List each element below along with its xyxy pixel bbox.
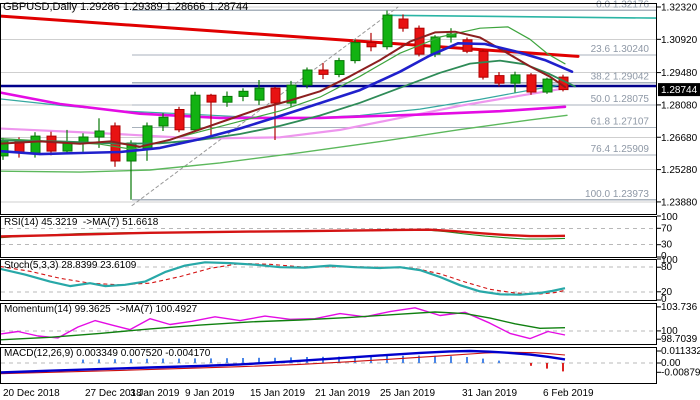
momentum-axis-label: 98.7039 [661, 334, 698, 345]
stoch-axis-label: 100 [661, 255, 678, 266]
candle-body [462, 39, 473, 52]
x-axis-label: 6 Feb 2019 [543, 388, 594, 399]
stoch-k-line [0, 261, 566, 296]
x-axis-label: 25 Jan 2019 [380, 388, 435, 399]
fib-level-label: 61.8 1.27107 [591, 116, 650, 127]
candle-body [398, 18, 409, 29]
overlay-trendline-red [1, 14, 580, 58]
candle-body [222, 95, 233, 103]
candle-body [350, 42, 361, 62]
x-axis-label: 20 Dec 2018 [3, 388, 60, 399]
candle-body [254, 87, 265, 101]
candle-body [366, 42, 377, 48]
macd-axis-label: 0.011332 [661, 346, 700, 357]
stoch-panel-border[interactable] [0, 259, 657, 301]
price-axis-label: 1.25280 [661, 165, 698, 176]
rsi-axis-label: 70 [661, 223, 673, 234]
x-axis-label: 3 Jan 2019 [130, 388, 180, 399]
price-axis-label: 1.29480 [661, 68, 698, 79]
x-axis-label: 31 Jan 2019 [462, 388, 517, 399]
candle-body [174, 109, 185, 131]
overlay-ma-seagreen [1, 59, 576, 145]
candle-body [30, 135, 41, 154]
rsi-panel-border[interactable] [0, 216, 657, 258]
candle-body [510, 74, 521, 84]
rsi-axis-label: 0 [661, 251, 667, 262]
x-axis-label: 27 Dec 2018 [85, 388, 142, 399]
candle-body [270, 87, 281, 104]
stoch-d-line [0, 262, 566, 295]
macd-panel-border[interactable] [0, 347, 657, 384]
macd-axis-label: -0.00879 [661, 367, 700, 378]
candle-body [94, 130, 105, 138]
x-axis-label: 21 Jan 2019 [315, 388, 370, 399]
momentum-line [0, 307, 566, 340]
candle-body [478, 50, 489, 78]
overlay-ma-ltgreen-slow [1, 114, 568, 173]
current-price-label: 1.28744 [661, 85, 698, 96]
price-axis-label: 1.30920 [661, 35, 698, 46]
candle-body [286, 84, 297, 104]
rsi-axis-label: 30 [661, 240, 673, 251]
candle-body [46, 135, 57, 152]
candle-body [238, 90, 249, 97]
macd-signal-line [0, 351, 566, 375]
fib-level-label: 23.6 1.30240 [591, 44, 650, 55]
x-axis-label: 9 Jan 2019 [185, 388, 235, 399]
main-price-panel[interactable] [0, 6, 656, 207]
candle-body [526, 74, 537, 93]
candle-body [494, 75, 505, 84]
rsi-axis-label: 100 [661, 212, 678, 223]
stoch-axis-label: 20 [661, 287, 673, 298]
rsi-ma-line [0, 228, 566, 238]
x-axis-label: 15 Jan 2019 [250, 388, 305, 399]
candle-body [62, 142, 73, 152]
momentum-ma-line [0, 311, 566, 341]
candle-body [190, 94, 201, 131]
overlay-resistance-teal [387, 14, 656, 19]
stoch-axis-label: 0 [661, 294, 667, 305]
candle-body [158, 116, 169, 127]
stoch-axis-label: 80 [661, 262, 673, 273]
fib-level-label: 38.2 1.29042 [591, 72, 650, 83]
candle-body [318, 69, 329, 75]
momentum-axis-label: 103.736 [661, 302, 698, 313]
price-axis-label: 1.28080 [661, 100, 698, 111]
fib-level-label: 0.0 1.32176 [596, 0, 649, 10]
fib-level-label: 50.0 1.28075 [591, 94, 650, 105]
macd-line [0, 349, 566, 374]
candle-body [206, 94, 217, 103]
momentum-axis-label: 100 [661, 326, 678, 337]
main-panel-border[interactable] [0, 3, 657, 215]
overlay-ma-plum [1, 87, 567, 140]
fib-level-label: 76.4 1.25909 [591, 144, 650, 155]
candle-body [542, 78, 553, 93]
fib-level-label: 100.0 1.23973 [585, 189, 649, 200]
price-axis-label: 1.32320 [661, 3, 698, 14]
candle-body [334, 60, 345, 75]
candle-body [414, 27, 425, 55]
candle-body [302, 69, 313, 86]
price-axis-label: 1.23880 [661, 197, 698, 208]
current-price-badge [658, 83, 700, 97]
overlay-ma-blue [1, 41, 574, 156]
macd-axis-label: 0.00 [661, 358, 681, 369]
overlay-fib-diagonal [131, 6, 399, 207]
price-axis-label: 1.26680 [661, 133, 698, 144]
candle-body [382, 14, 393, 48]
overlay-ma-fastgreen [1, 26, 566, 150]
momentum-panel-border[interactable] [0, 303, 657, 345]
